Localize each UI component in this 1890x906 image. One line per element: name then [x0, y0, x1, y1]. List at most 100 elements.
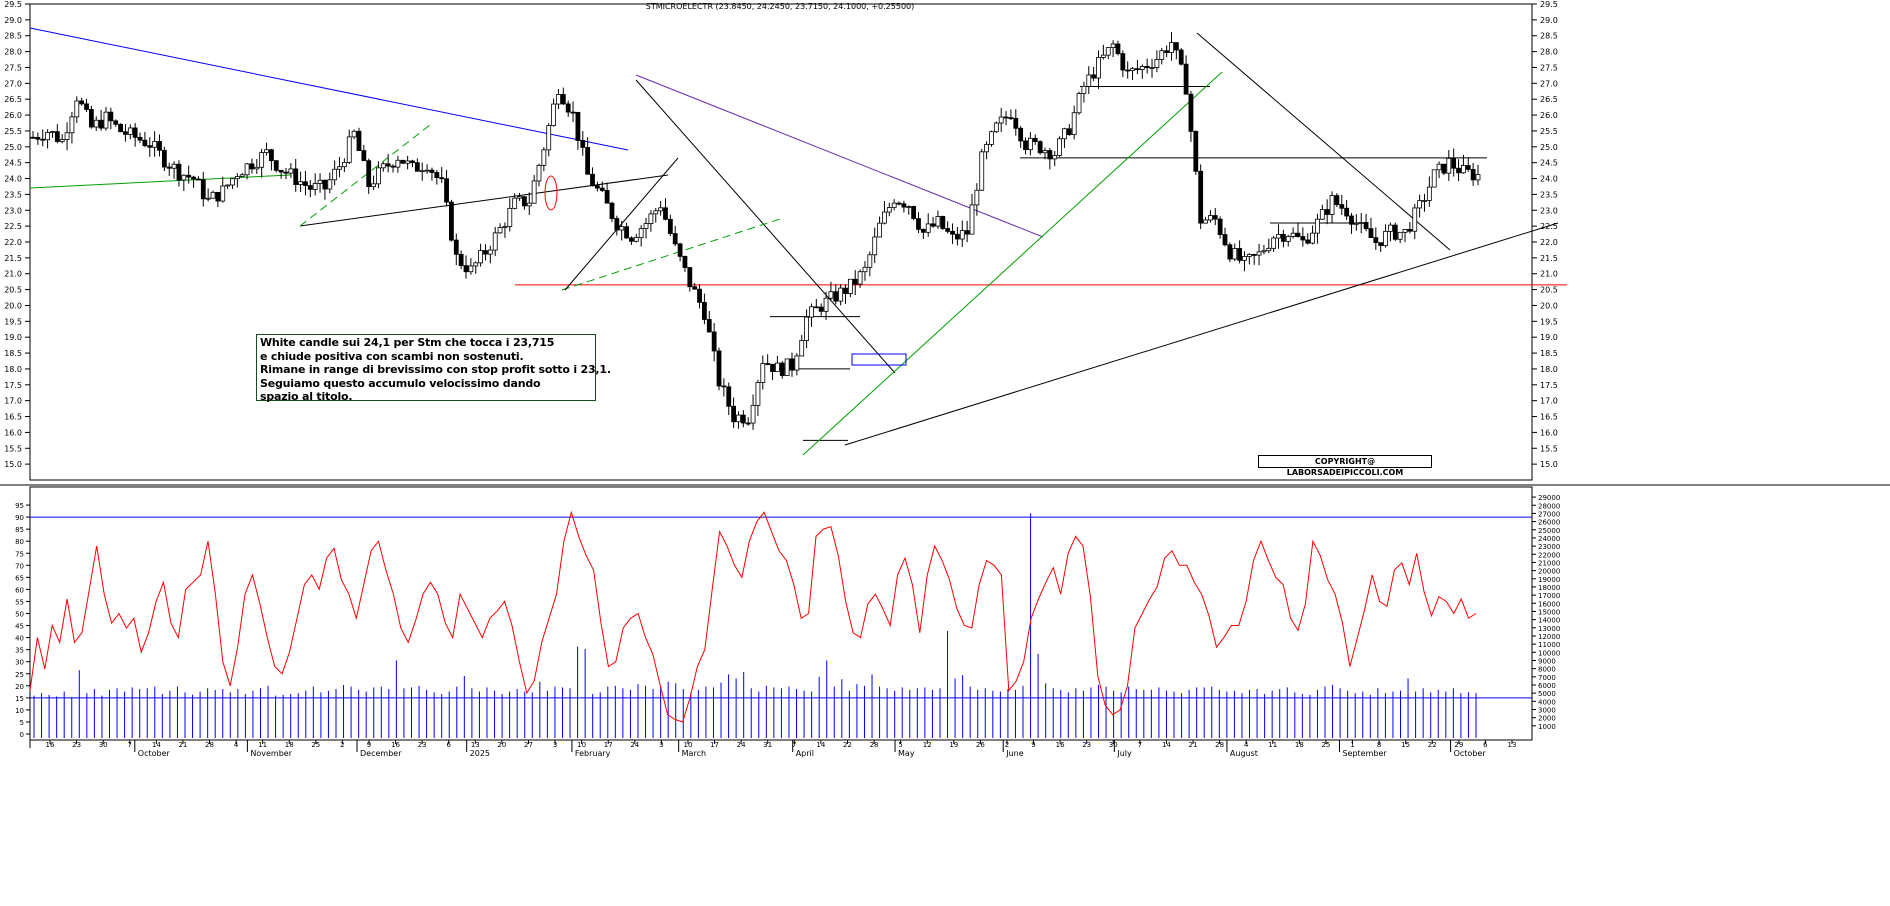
candle-body [30, 136, 36, 139]
candle-body [1353, 222, 1359, 225]
y-tick-label: 26.0 [1540, 111, 1558, 120]
candle-body [230, 178, 235, 186]
trendline [844, 222, 1559, 446]
y-tick-label: 21.0 [1540, 270, 1558, 279]
candle-body [672, 233, 678, 245]
y-tick-label: 25.0 [4, 143, 22, 152]
candle-body [473, 262, 479, 267]
candle-body [1378, 242, 1384, 246]
candle-body [1237, 248, 1242, 261]
candle-body [1135, 68, 1140, 71]
x-tick-label: 22 [843, 741, 852, 749]
candle-body [750, 404, 756, 424]
y-tick-label: 25.5 [4, 127, 22, 136]
candle-body [619, 226, 625, 231]
ind-left-label: 0 [20, 731, 24, 739]
x-tick-label: 11 [1268, 741, 1277, 749]
x-tick-label: 30 [1109, 741, 1118, 749]
candle-body [84, 103, 89, 110]
y-tick-label: 20.0 [1540, 301, 1558, 310]
candle-body [891, 202, 897, 208]
candle-body [517, 196, 522, 199]
x-tick-label: 7 [128, 741, 132, 749]
candle-body [434, 172, 440, 179]
ind-right-label: 12000 [1538, 633, 1560, 641]
candle-body [1383, 230, 1388, 246]
candle-body [1047, 150, 1053, 160]
candle-body [132, 127, 138, 138]
candle-body [964, 230, 970, 235]
y-tick-label: 19.5 [1540, 317, 1558, 326]
candle-body [1388, 224, 1393, 232]
candle-body [779, 362, 785, 376]
candle-body [784, 358, 790, 376]
x-tick-label: 19 [949, 741, 958, 749]
candle-body [1217, 218, 1223, 235]
candle-body [118, 123, 123, 133]
ind-left-label: 60 [15, 586, 24, 594]
x-month-label: September [1342, 749, 1387, 758]
y-tick-label: 27.0 [1540, 79, 1558, 88]
ind-right-label: 16000 [1538, 600, 1560, 608]
candle-body [1178, 49, 1184, 65]
y-tick-label: 26.0 [4, 111, 22, 120]
candle-body [1193, 131, 1199, 172]
candle-body [536, 164, 542, 182]
candle-body [920, 228, 926, 233]
candle-body [400, 159, 406, 164]
y-tick-label: 28.0 [4, 48, 22, 57]
candle-body [813, 306, 819, 309]
candle-body [1120, 53, 1126, 71]
x-tick-label: 14 [1162, 741, 1171, 749]
candle-body [1446, 157, 1452, 174]
candle-body [346, 136, 352, 163]
candle-body [487, 249, 493, 255]
ind-left-label: 80 [15, 538, 24, 546]
trendline [299, 124, 431, 227]
candle-body [351, 130, 357, 138]
candle-body [98, 119, 104, 129]
x-tick-label: 29 [1454, 741, 1463, 749]
y-tick-label: 21.0 [4, 270, 22, 279]
candle-body [35, 137, 41, 140]
x-tick-label: 13 [471, 741, 480, 749]
note-line: e chiude positiva con scambi non sostenu… [260, 349, 524, 363]
candle-body [1003, 116, 1009, 119]
highlight-ellipse [544, 175, 558, 211]
candle-body [59, 139, 65, 142]
y-tick-label: 29.5 [1540, 0, 1558, 9]
x-tick-label: 4 [1244, 741, 1249, 749]
candle-body [88, 109, 94, 128]
candle-body [755, 382, 761, 406]
y-tick-label: 15.0 [1540, 460, 1558, 469]
candle-body [414, 162, 420, 172]
x-month-label: March [682, 749, 706, 758]
rsi-line [29, 510, 1477, 723]
ind-right-label: 25000 [1538, 527, 1560, 535]
candle-body [1397, 231, 1403, 240]
candle-body [332, 168, 338, 181]
candle-body [181, 174, 187, 181]
ind-right-label: 2000 [1538, 715, 1556, 723]
candle-body [1066, 128, 1072, 136]
highlight-box [851, 353, 907, 366]
y-tick-label: 18.5 [1540, 349, 1558, 358]
candle-body [667, 218, 673, 234]
y-tick-label: 24.5 [4, 159, 22, 168]
candle-body [774, 362, 780, 372]
candle-body [551, 103, 556, 127]
candle-body [930, 223, 936, 227]
trendline [29, 27, 629, 151]
candle-body [1227, 244, 1233, 260]
y-tick-label: 15.5 [4, 444, 22, 453]
x-tick-label: 25 [1321, 741, 1330, 749]
ind-right-label: 13000 [1538, 625, 1560, 633]
candle-body [765, 363, 771, 365]
candle-body [1276, 233, 1281, 239]
ind-left-label: 35 [15, 647, 24, 655]
y-tick-label: 25.5 [1540, 127, 1558, 136]
candle-body [74, 100, 80, 118]
candle-body [210, 191, 216, 199]
candle-body [356, 130, 362, 151]
y-tick-label: 29.0 [4, 16, 22, 25]
